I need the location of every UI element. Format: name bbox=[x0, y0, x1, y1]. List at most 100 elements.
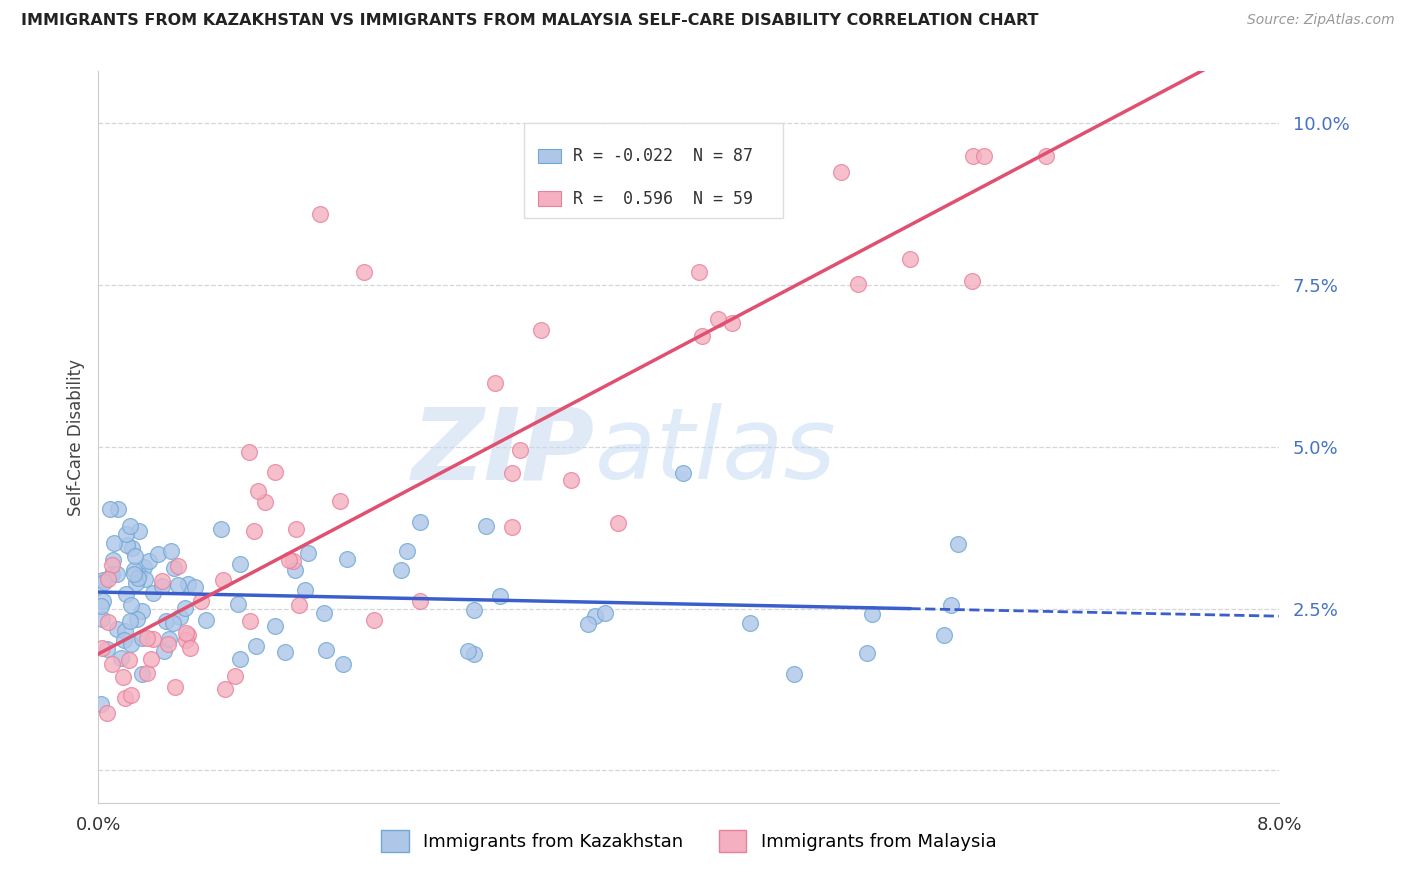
Point bbox=[284, 563, 307, 577]
Point bbox=[284, 522, 307, 536]
Point bbox=[177, 577, 200, 591]
Point bbox=[408, 515, 430, 529]
Point bbox=[309, 207, 332, 221]
Text: R = -0.022  N = 87: R = -0.022 N = 87 bbox=[574, 147, 754, 165]
Point bbox=[142, 586, 165, 600]
Point bbox=[177, 628, 200, 642]
Point bbox=[128, 524, 150, 538]
Point bbox=[782, 666, 804, 681]
Point bbox=[263, 465, 285, 479]
Point bbox=[114, 691, 136, 706]
Point bbox=[396, 544, 419, 558]
Point bbox=[363, 613, 385, 627]
Point bbox=[90, 599, 112, 614]
Point bbox=[243, 524, 266, 538]
Point bbox=[860, 607, 883, 621]
Point bbox=[389, 563, 412, 577]
Point bbox=[501, 466, 523, 480]
Point bbox=[329, 493, 352, 508]
Point bbox=[110, 650, 132, 665]
Point bbox=[941, 598, 963, 612]
Point bbox=[560, 473, 582, 487]
Point bbox=[229, 651, 252, 665]
Point bbox=[353, 265, 375, 279]
Point bbox=[105, 622, 128, 636]
Point bbox=[593, 606, 616, 620]
Point bbox=[606, 516, 628, 531]
Point bbox=[245, 639, 267, 653]
Point bbox=[111, 670, 134, 684]
Point bbox=[264, 619, 287, 633]
Point bbox=[132, 560, 155, 574]
Point bbox=[150, 574, 173, 588]
Point bbox=[96, 706, 118, 720]
Point bbox=[160, 543, 183, 558]
Point bbox=[457, 643, 479, 657]
Point bbox=[463, 603, 485, 617]
Point bbox=[118, 653, 141, 667]
Point bbox=[131, 667, 153, 681]
Point bbox=[101, 566, 124, 581]
Point bbox=[142, 632, 165, 646]
Point bbox=[120, 519, 142, 533]
FancyBboxPatch shape bbox=[537, 191, 561, 206]
Point bbox=[224, 669, 246, 683]
Point bbox=[127, 571, 149, 585]
Point bbox=[226, 597, 249, 611]
Point bbox=[169, 609, 191, 624]
Point bbox=[101, 558, 124, 573]
Point bbox=[120, 599, 142, 613]
Point bbox=[294, 582, 316, 597]
Point bbox=[287, 598, 309, 612]
Point bbox=[297, 546, 319, 560]
Point bbox=[114, 527, 136, 541]
Point bbox=[576, 617, 599, 632]
Point bbox=[122, 563, 145, 577]
Point bbox=[211, 573, 233, 587]
Point bbox=[165, 680, 187, 694]
Point bbox=[932, 628, 955, 642]
Point bbox=[583, 608, 606, 623]
Point bbox=[98, 502, 121, 516]
Point bbox=[484, 376, 506, 390]
Point bbox=[120, 637, 142, 651]
Point bbox=[239, 614, 262, 628]
Point bbox=[124, 576, 146, 591]
Point bbox=[312, 606, 335, 620]
Legend: Immigrants from Kazakhstan, Immigrants from Malaysia: Immigrants from Kazakhstan, Immigrants f… bbox=[374, 823, 1004, 860]
Point bbox=[336, 551, 359, 566]
Point bbox=[118, 615, 141, 629]
Point bbox=[103, 536, 125, 550]
Point bbox=[672, 466, 695, 480]
Text: ZIP: ZIP bbox=[412, 403, 595, 500]
Point bbox=[190, 594, 212, 608]
Point bbox=[122, 566, 145, 581]
Point bbox=[91, 640, 114, 655]
Point bbox=[173, 600, 195, 615]
Point bbox=[91, 573, 114, 587]
Point bbox=[1035, 148, 1057, 162]
Point bbox=[121, 541, 143, 556]
Point bbox=[101, 657, 124, 671]
Point bbox=[152, 644, 174, 658]
Point bbox=[97, 572, 120, 586]
Text: R =  0.596  N = 59: R = 0.596 N = 59 bbox=[574, 190, 754, 208]
Point bbox=[332, 657, 354, 672]
Point bbox=[162, 616, 184, 631]
Point bbox=[124, 549, 146, 564]
Point bbox=[707, 312, 730, 326]
Point bbox=[97, 615, 120, 629]
Point bbox=[183, 580, 205, 594]
Point bbox=[214, 681, 236, 696]
Point bbox=[131, 604, 153, 618]
Point bbox=[125, 612, 148, 626]
Point bbox=[115, 538, 138, 552]
Point bbox=[277, 552, 299, 566]
Point bbox=[146, 547, 169, 561]
Point bbox=[948, 537, 970, 551]
Point bbox=[281, 553, 304, 567]
Point bbox=[156, 637, 179, 651]
Point bbox=[962, 148, 984, 162]
Point bbox=[120, 688, 142, 702]
Point bbox=[209, 522, 232, 536]
